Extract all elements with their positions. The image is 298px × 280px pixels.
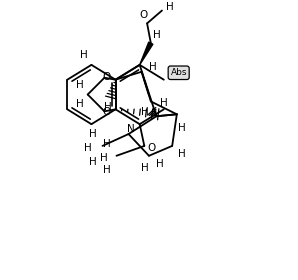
Text: H: H bbox=[153, 30, 160, 40]
Text: O: O bbox=[148, 143, 156, 153]
Text: H: H bbox=[76, 80, 84, 90]
Polygon shape bbox=[140, 42, 153, 65]
Text: H: H bbox=[103, 165, 111, 175]
Text: H: H bbox=[178, 123, 185, 133]
Text: H: H bbox=[103, 139, 111, 149]
Text: H: H bbox=[80, 50, 88, 60]
Text: H: H bbox=[100, 153, 107, 163]
Text: N: N bbox=[127, 124, 134, 134]
Text: H: H bbox=[141, 163, 149, 173]
Text: O: O bbox=[139, 10, 148, 20]
Text: H: H bbox=[76, 99, 84, 109]
Text: Abs: Abs bbox=[170, 68, 187, 77]
Text: H: H bbox=[165, 2, 173, 11]
Text: O: O bbox=[102, 107, 110, 117]
Text: H: H bbox=[160, 98, 168, 108]
Text: H: H bbox=[141, 107, 149, 117]
Text: H: H bbox=[156, 159, 164, 169]
Text: H: H bbox=[149, 62, 156, 72]
Text: H: H bbox=[84, 143, 91, 153]
Text: H: H bbox=[89, 157, 97, 167]
Text: H: H bbox=[104, 102, 112, 112]
Text: O: O bbox=[102, 72, 110, 82]
Text: H: H bbox=[178, 149, 185, 159]
Text: H: H bbox=[89, 129, 97, 139]
